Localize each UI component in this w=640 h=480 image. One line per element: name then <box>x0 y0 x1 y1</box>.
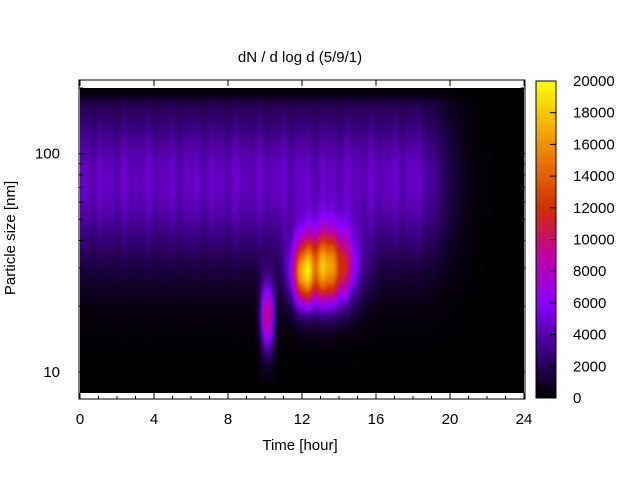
x-tick-label: 12 <box>294 411 311 428</box>
colorbar-tick-label: 10000 <box>573 232 615 249</box>
chart-title: dN / d log d (5/9/1) <box>238 49 362 66</box>
x-tick-label: 20 <box>442 411 459 428</box>
heatmap-image <box>80 88 524 393</box>
x-axis-ticks: 0 4 8 12 16 20 24 <box>76 80 533 428</box>
colorbar-tick-label: 16000 <box>573 136 615 153</box>
y-axis-label: Particle size [nm] <box>2 181 19 295</box>
x-tick-label: 8 <box>224 411 232 428</box>
colorbar-tick-label: 6000 <box>573 295 606 312</box>
colorbar-tick-label: 14000 <box>573 168 615 185</box>
x-tick-label: 0 <box>76 411 84 428</box>
y-axis-ticks: 10 100 <box>35 87 525 381</box>
colorbar: 0 2000 4000 6000 8000 10000 12000 14000 16000 180… <box>535 73 615 407</box>
x-tick-label: 4 <box>150 411 158 428</box>
plot-area: 0 4 8 12 16 20 24 10 100 <box>35 79 533 428</box>
y-tick-label: 100 <box>35 146 60 163</box>
x-axis-label: Time [hour] <box>262 437 337 454</box>
colorbar-tick-label: 18000 <box>573 105 615 122</box>
colorbar-tick-label: 8000 <box>573 263 606 280</box>
colorbar-tick-label: 4000 <box>573 327 606 344</box>
colorbar-tick-label: 0 <box>573 390 581 407</box>
colorbar-tick-label: 20000 <box>573 73 615 90</box>
heatmap-surface <box>80 88 524 393</box>
colorbar-tick-label: 2000 <box>573 358 606 375</box>
colorbar-tick-label: 12000 <box>573 200 615 217</box>
x-tick-label: 16 <box>368 411 385 428</box>
y-tick-label: 10 <box>43 364 60 381</box>
x-tick-label: 24 <box>516 411 533 428</box>
colorbar-ticks: 0 2000 4000 6000 8000 10000 12000 14000 16000 180… <box>550 73 615 407</box>
